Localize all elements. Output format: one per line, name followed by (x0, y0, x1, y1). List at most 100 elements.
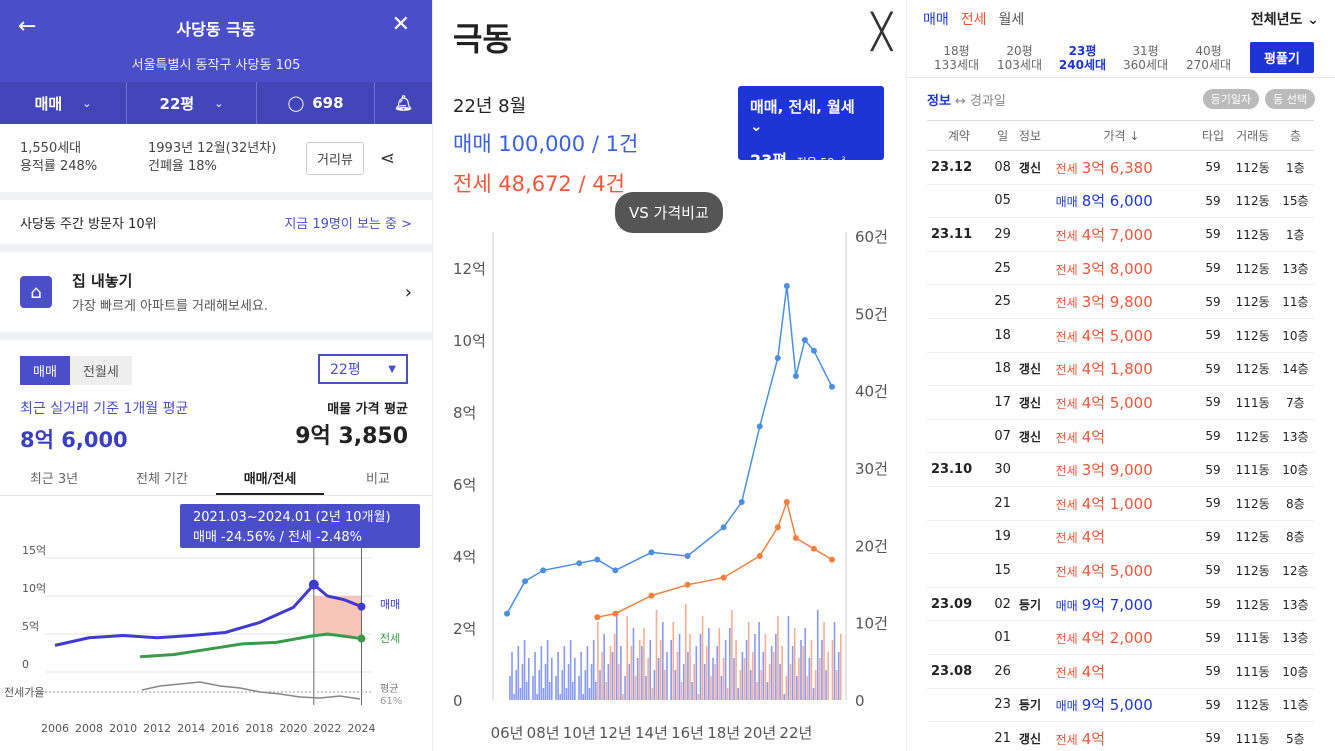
header: ← 사당동 극동 ✕ 서울특별시 동작구 사당동 105 (0, 0, 432, 82)
x-tick-label: 2022 (313, 722, 341, 735)
table-row[interactable]: 21 갱신 전세 4억 59 111동 5층 (927, 721, 1314, 751)
volume-bar (747, 622, 750, 700)
size-dropdown[interactable]: 22평 ⌄ (127, 82, 257, 124)
pyeong-select[interactable]: 22평 ▼ (318, 354, 408, 384)
tab-all[interactable]: 전체 기간 (136, 472, 188, 487)
table-cell: 05 (990, 184, 1015, 219)
size-tab-23평[interactable]: 23평 240세대 (1051, 44, 1114, 72)
volume-bar (737, 688, 739, 700)
size-tab-20평[interactable]: 20평 103세대 (988, 44, 1051, 72)
table-row[interactable]: 21 전세 4억 1,000 59 112동 8층 (927, 486, 1314, 521)
price-history-chart[interactable]: 15억 10억 5억 0 2006 2008 2010 2012 2014 2016 2018 202… (0, 500, 432, 751)
volume-bar (525, 682, 528, 700)
close-icon[interactable]: ╳ (871, 12, 892, 52)
table-cell: 59 (1197, 721, 1229, 751)
sell-home-banner[interactable]: ⌂ 집 내놓기 가장 빠르게 아파트를 거래해보세요. › (0, 252, 432, 340)
tab-3y[interactable]: 최근 3년 (29, 472, 79, 487)
volume-bar (839, 634, 842, 700)
column-header[interactable]: 계약 (927, 120, 991, 151)
volume-bar (768, 664, 771, 700)
viewers-now-link[interactable]: 지금 19명이 보는 중 > (284, 216, 412, 232)
table-row[interactable]: 23.10 30 전세 3억 9,000 59 111동 10층 (927, 452, 1314, 487)
table-row[interactable]: 18 전세 4억 5,000 59 112동 10층 (927, 318, 1314, 353)
close-icon[interactable]: ✕ (391, 12, 410, 37)
tab-sale-rent[interactable]: 매매/전세 (216, 458, 324, 495)
segment-sale[interactable]: 매매 (20, 356, 70, 385)
tab-jeonse[interactable]: 전세 (960, 12, 987, 28)
street-view-button[interactable]: 거리뷰 (306, 141, 364, 175)
x-tick-label: 06년 (491, 724, 524, 742)
table-row[interactable]: 23.12 08 갱신 전세 3억 6,380 59 112동 1층 (927, 150, 1314, 185)
size-tab-18평[interactable]: 18평 133세대 (925, 44, 988, 72)
y-right-tick: 60건 (855, 228, 888, 246)
table-row[interactable]: 23 등기 매매 9억 5,000 59 112동 11층 (927, 688, 1314, 723)
column-header[interactable]: 거래동 (1228, 120, 1277, 151)
table-row[interactable]: 01 전세 4억 2,000 59 111동 13층 (927, 620, 1314, 655)
share-icon[interactable]: ⋖ (379, 147, 395, 169)
table-cell: 18 (990, 352, 1015, 387)
price-volume-chart[interactable]: 12억 10억 8억 6억 4억 2억 0 60건 50건 40건 30건 20건 10건 0 06년 08년… (433, 210, 906, 751)
volume-bar (519, 688, 522, 700)
table-row[interactable]: 23.08 26 전세 4억 59 111동 10층 (927, 654, 1314, 689)
volume-bar (741, 652, 744, 700)
table-row[interactable]: 23.09 02 등기 매매 9억 7,000 59 112동 13층 (927, 587, 1314, 622)
visitor-rank-bar[interactable]: 사당동 주간 방문자 10위 지금 19명이 보는 중 > (0, 200, 432, 252)
volume-bar (837, 652, 840, 700)
registration-date-pill[interactable]: 등기일자 (1202, 89, 1260, 109)
table-cell (1014, 486, 1046, 521)
size-tab-31평[interactable]: 31평 360세대 (1114, 44, 1177, 72)
volume-bar (586, 646, 589, 700)
table-cell: 112동 (1228, 284, 1277, 319)
year-select[interactable]: 전체년도 ⌄ (1250, 12, 1319, 28)
table-row[interactable]: 18 갱신 전세 4억 1,800 59 112동 14층 (927, 352, 1314, 387)
speech-bubble-icon: ◯ (287, 94, 305, 112)
back-arrow-icon[interactable]: ← (18, 14, 37, 39)
tab-compare[interactable]: 비교 (366, 472, 390, 487)
volume-bar (685, 604, 687, 700)
column-header[interactable]: 가격 ↓ (1045, 120, 1198, 151)
column-header[interactable]: 정보 (1014, 120, 1046, 151)
price-point (504, 610, 511, 617)
trade-type-dropdown[interactable]: 매매 ⌄ (0, 82, 127, 124)
table-row[interactable]: 19 전세 4억 59 112동 8층 (927, 520, 1314, 555)
size-tab-40평[interactable]: 40평 270세대 (1177, 44, 1240, 72)
table-row[interactable]: 23.11 29 전세 4억 7,000 59 112동 1층 (927, 217, 1314, 252)
avg-label: 최근 실거래 기준 1개월 평균 (20, 401, 189, 417)
tab-sale[interactable]: 매매 (923, 12, 949, 28)
tab-monthly[interactable]: 월세 (998, 12, 1025, 28)
segment-rent[interactable]: 전월세 (69, 356, 132, 385)
type-size-selector[interactable]: 매매, 전세, 월세 ⌄ 23평 전용 59㎡ (738, 86, 884, 170)
comments-button[interactable]: ◯ 698 (257, 82, 375, 124)
elapsed-days-toggle[interactable]: ↔ 경과일 (954, 93, 1006, 109)
price-point (684, 581, 691, 588)
table-row[interactable]: 05 매매 8억 6,000 59 112동 15층 (927, 184, 1314, 219)
vs-compare-button[interactable]: VS 가격비교 (615, 192, 723, 233)
compare-button[interactable]: 평풀기 (1250, 42, 1314, 73)
rent-summary: 전세 48,672 / 4건 (453, 172, 625, 196)
ratio-avg-label: 평균 (380, 683, 398, 695)
price-point (783, 283, 790, 289)
table-cell: 30 (990, 452, 1015, 487)
volume-bar (555, 676, 557, 700)
table-row[interactable]: 07 갱신 전세 4억 59 112동 13층 (927, 419, 1314, 454)
table-row[interactable]: 25 전세 3억 8,000 59 112동 13층 (927, 251, 1314, 286)
price-point (612, 610, 619, 617)
volume-bar (574, 658, 576, 700)
building-select-pill[interactable]: 동 선택 (1265, 89, 1315, 109)
bell-icon[interactable]: 🔔︎ (393, 94, 414, 112)
table-cell: 갱신 (1014, 352, 1046, 387)
table-row[interactable]: 17 갱신 전세 4억 5,000 59 111동 7층 (927, 385, 1314, 420)
table-row[interactable]: 15 전세 4억 5,000 59 112동 12층 (927, 553, 1314, 588)
volume-bar (618, 664, 620, 700)
column-header[interactable]: 타입 (1197, 120, 1229, 151)
y-tick-label: 0 (22, 658, 29, 671)
table-row[interactable]: 25 전세 3억 9,800 59 112동 11층 (927, 284, 1314, 319)
y-right-tick: 0 (855, 692, 865, 710)
column-header[interactable]: 층 (1276, 120, 1314, 151)
x-tick-label: 10년 (563, 724, 596, 742)
column-header[interactable]: 일 (990, 120, 1015, 151)
x-tick-label: 16년 (671, 724, 704, 742)
info-toggle[interactable]: 정보 (927, 93, 951, 109)
x-tick-label: 12년 (599, 724, 632, 742)
volume-bar (699, 634, 702, 700)
